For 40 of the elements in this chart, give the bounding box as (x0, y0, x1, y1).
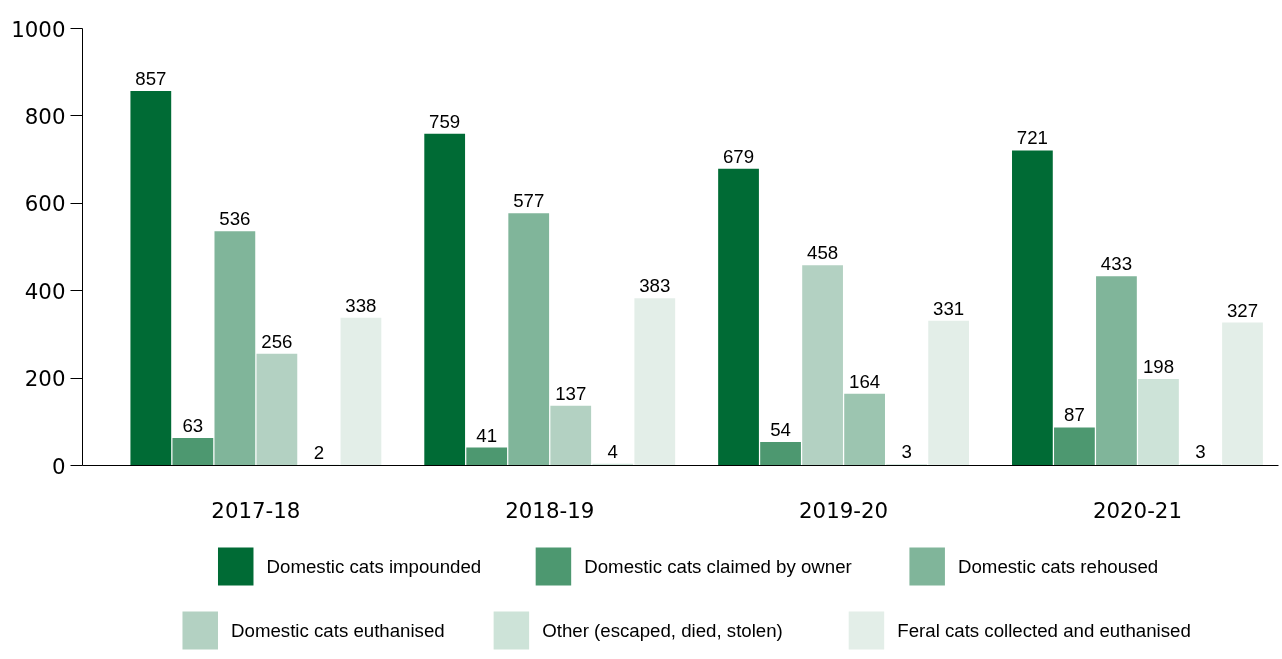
legend-label: Domestic cats claimed by owner (584, 556, 852, 577)
x-tick-label: 2018-19 (505, 497, 595, 523)
data-label: 54 (770, 418, 791, 440)
data-label: 137 (555, 382, 587, 404)
x-tick-label: 2019-20 (799, 497, 889, 523)
y-tick-label: 1000 (11, 16, 66, 42)
data-label: 383 (639, 275, 671, 297)
data-label: 857 (135, 67, 167, 89)
legend-label: Other (escaped, died, stolen) (542, 620, 783, 641)
data-label: 87 (1064, 404, 1085, 426)
data-label: 3 (1195, 441, 1206, 463)
data-label: 759 (429, 110, 461, 132)
data-label: 458 (807, 242, 839, 264)
data-label: 198 (1142, 355, 1175, 377)
data-label: 679 (722, 145, 755, 167)
legend-label: Domestic cats impounded (266, 556, 482, 577)
y-tick-label: 200 (24, 366, 66, 392)
data-label: 63 (182, 414, 204, 436)
y-tick-label: 0 (51, 453, 66, 479)
y-tick-label: 400 (24, 278, 66, 304)
data-label: 338 (345, 294, 377, 316)
data-label: 256 (261, 330, 293, 352)
data-label: 3 (901, 441, 912, 463)
data-label: 4 (607, 440, 618, 462)
data-label: 433 (1100, 253, 1133, 275)
data-label: 327 (1226, 299, 1259, 321)
data-label: 331 (933, 297, 965, 319)
legend-label: Domestic cats euthanised (231, 620, 445, 641)
data-label: 41 (476, 424, 498, 446)
data-label: 721 (1016, 127, 1048, 149)
legend-label: Domestic cats rehoused (958, 556, 1159, 577)
data-label: 2 (313, 441, 325, 463)
legend-label: Feral cats collected and euthanised (897, 620, 1191, 641)
data-label: 577 (513, 190, 545, 212)
data-label: 536 (219, 208, 251, 230)
x-tick-label: 2017-18 (211, 497, 301, 523)
data-label: 164 (849, 370, 881, 392)
x-tick-label: 2020-21 (1092, 497, 1183, 523)
y-tick-label: 800 (24, 103, 66, 129)
y-tick-label: 600 (24, 191, 66, 217)
